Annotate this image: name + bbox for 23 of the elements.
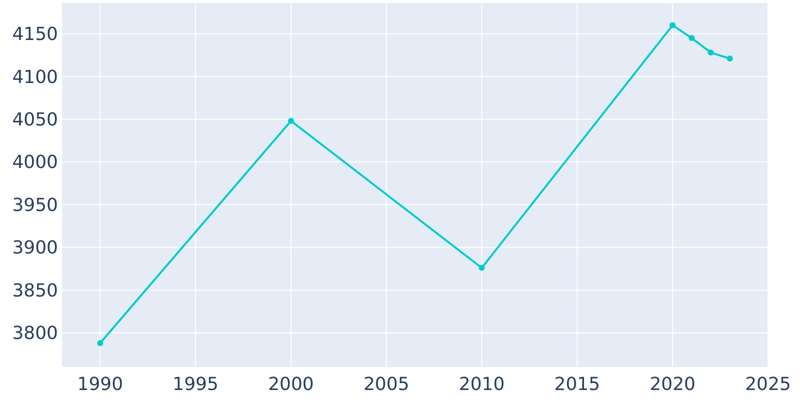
y-tick-label: 3850	[12, 280, 58, 302]
y-tick-label: 3950	[12, 194, 58, 216]
x-tick-label: 2020	[650, 374, 696, 395]
x-tick-label: 2005	[363, 374, 410, 395]
y-tick-label: 3800	[12, 323, 58, 344]
x-tick-label: 1995	[172, 374, 218, 395]
x-tick-label: 2010	[458, 374, 505, 395]
y-tick-label: 4000	[12, 152, 58, 174]
y-tick-label: 4050	[12, 110, 58, 131]
x-tick-label: 2000	[268, 374, 314, 395]
point	[288, 118, 294, 124]
point	[708, 50, 714, 56]
point	[670, 22, 676, 28]
x-tick-label: 1990	[77, 374, 124, 395]
point	[478, 264, 485, 271]
y-tick-label: 4150	[12, 24, 58, 46]
x-tick-label: 2015	[554, 374, 600, 395]
x-tick-label: 2025	[745, 374, 791, 395]
point	[726, 56, 733, 62]
y-tick-label: 3900	[12, 238, 58, 259]
point	[97, 340, 104, 346]
point	[688, 35, 695, 42]
y-tick-label: 4100	[12, 66, 58, 88]
